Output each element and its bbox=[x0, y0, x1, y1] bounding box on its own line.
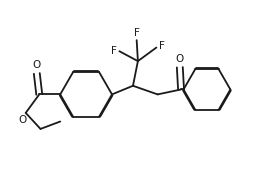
Text: F: F bbox=[159, 41, 165, 51]
Text: O: O bbox=[176, 54, 184, 64]
Text: F: F bbox=[111, 46, 117, 56]
Text: O: O bbox=[33, 60, 41, 70]
Text: F: F bbox=[134, 28, 140, 38]
Text: O: O bbox=[18, 115, 26, 125]
